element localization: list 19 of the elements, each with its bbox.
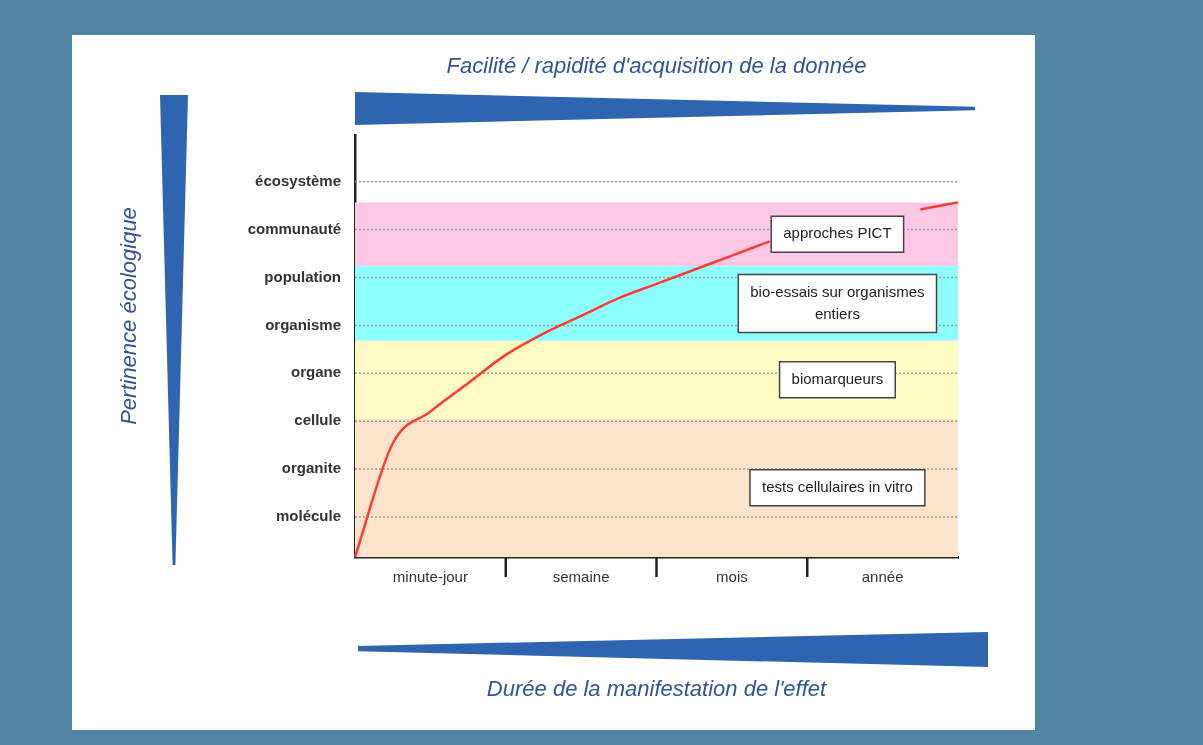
text: population — [264, 267, 341, 285]
text: écosystème — [255, 171, 341, 189]
x-axis-title: Durée de la manifestation de l'effet — [486, 676, 828, 702]
x-tick-label: semaine — [552, 568, 610, 586]
x-tick-label: année — [861, 568, 904, 586]
text: organite — [281, 459, 341, 477]
x-tick-label: mois — [716, 568, 748, 586]
text: organe — [290, 363, 341, 381]
text: Pertinence écologique — [116, 207, 142, 425]
band-label: biomarqueurs — [791, 369, 884, 387]
band-label: tests cellulaires in vitro — [761, 477, 913, 495]
text: organisme — [265, 315, 341, 333]
text: cellule — [294, 411, 341, 429]
text: communauté — [247, 219, 341, 237]
band-label: bio-essais sur organismes entiers — [750, 282, 925, 322]
band-label: approches PICT — [783, 224, 892, 242]
chart-title: Facilité / rapidité d'acquisition de la donnée — [446, 53, 867, 79]
text: molécule — [275, 507, 341, 525]
x-tick-label: minute-jour — [392, 568, 468, 586]
